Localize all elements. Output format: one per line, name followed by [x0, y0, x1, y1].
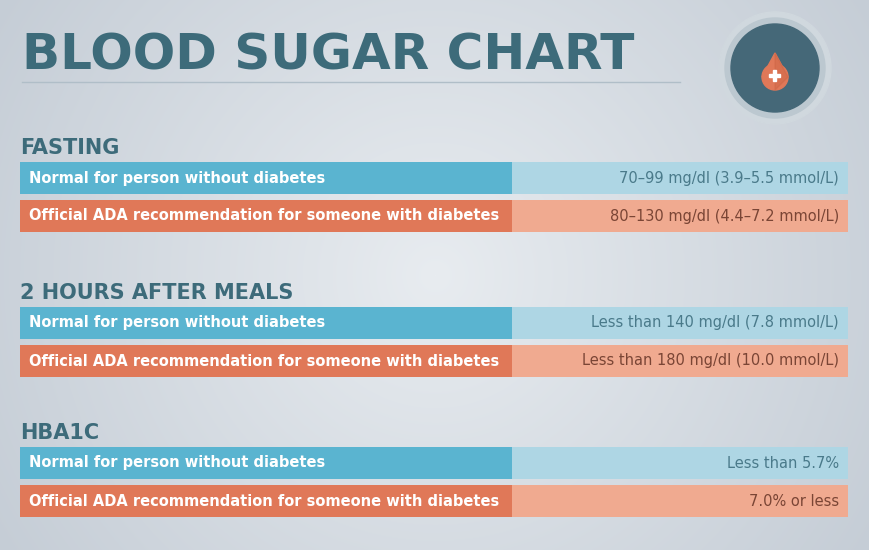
Text: Normal for person without diabetes: Normal for person without diabetes [29, 170, 325, 185]
Polygon shape [774, 53, 787, 90]
Bar [512, 307, 847, 339]
Text: FASTING: FASTING [20, 138, 119, 158]
Bar [512, 447, 847, 479]
Text: Official ADA recommendation for someone with diabetes: Official ADA recommendation for someone … [29, 208, 499, 223]
Text: Normal for person without diabetes: Normal for person without diabetes [29, 316, 325, 331]
Bar [20, 307, 512, 339]
Text: Official ADA recommendation for someone with diabetes: Official ADA recommendation for someone … [29, 493, 499, 509]
Bar [512, 485, 847, 517]
Bar [512, 200, 847, 232]
Circle shape [724, 18, 824, 118]
Bar [20, 200, 512, 232]
Text: Less than 5.7%: Less than 5.7% [726, 455, 838, 470]
Circle shape [730, 24, 818, 112]
Text: 80–130 mg/dl (4.4–7.2 mmol/L): 80–130 mg/dl (4.4–7.2 mmol/L) [609, 208, 838, 223]
Bar [20, 485, 512, 517]
Bar [773, 69, 776, 80]
Text: 7.0% or less: 7.0% or less [748, 493, 838, 509]
Text: Official ADA recommendation for someone with diabetes: Official ADA recommendation for someone … [29, 354, 499, 369]
Text: BLOOD SUGAR CHART: BLOOD SUGAR CHART [22, 31, 634, 79]
Text: Less than 140 mg/dl (7.8 mmol/L): Less than 140 mg/dl (7.8 mmol/L) [591, 316, 838, 331]
Bar [20, 447, 512, 479]
Text: Normal for person without diabetes: Normal for person without diabetes [29, 455, 325, 470]
Bar [512, 345, 847, 377]
Circle shape [718, 12, 830, 124]
Text: 70–99 mg/dl (3.9–5.5 mmol/L): 70–99 mg/dl (3.9–5.5 mmol/L) [619, 170, 838, 185]
Bar [512, 162, 847, 194]
Bar [20, 162, 512, 194]
Circle shape [761, 64, 787, 90]
Text: HBA1C: HBA1C [20, 423, 99, 443]
Text: Less than 180 mg/dl (10.0 mmol/L): Less than 180 mg/dl (10.0 mmol/L) [581, 354, 838, 369]
Bar [768, 74, 779, 76]
Text: 2 HOURS AFTER MEALS: 2 HOURS AFTER MEALS [20, 283, 293, 303]
Polygon shape [761, 53, 787, 77]
Bar [20, 345, 512, 377]
